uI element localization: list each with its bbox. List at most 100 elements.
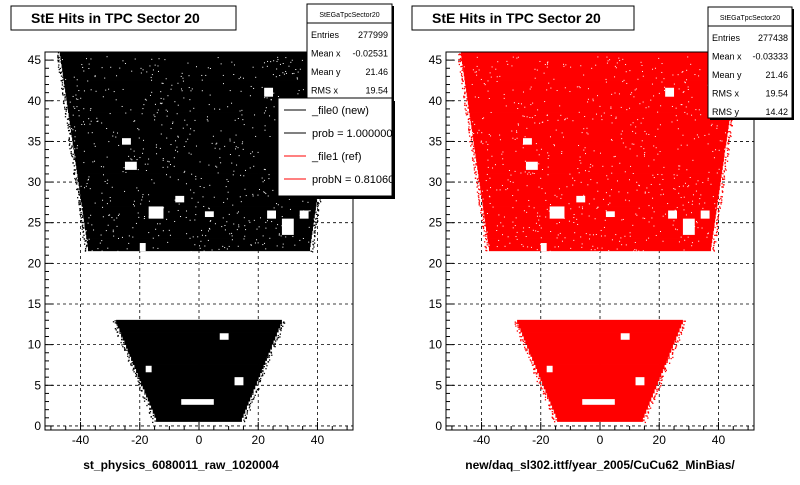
- data-point: [458, 58, 460, 61]
- data-point-empty: [697, 180, 699, 182]
- data-point: [58, 68, 60, 71]
- stats-label: Entries: [712, 33, 741, 43]
- data-point: [713, 244, 715, 247]
- data-point-band: [469, 108, 731, 113]
- data-point: [544, 393, 546, 395]
- data-point-empty: [252, 195, 254, 197]
- data-point: [728, 137, 731, 139]
- data-point-empty: [593, 150, 595, 152]
- data-point-band: [87, 246, 311, 252]
- data-point-empty: [514, 170, 516, 172]
- data-point-empty: [233, 170, 235, 172]
- data-point-empty: [272, 189, 274, 191]
- data-point: [70, 151, 72, 153]
- data-point-empty: [167, 241, 169, 243]
- data-point-band: [127, 348, 271, 353]
- data-point-empty: [718, 168, 720, 170]
- data-point-empty: [219, 148, 221, 150]
- data-point: [478, 200, 481, 202]
- data-point: [520, 340, 522, 342]
- data-point: [551, 416, 553, 418]
- data-point-empty: [472, 131, 474, 133]
- data-point-empty: [630, 124, 632, 126]
- data-point: [473, 164, 475, 166]
- data-point: [661, 379, 663, 381]
- data-point: [720, 201, 723, 204]
- data-point-empty: [572, 120, 574, 122]
- data-point: [57, 66, 60, 68]
- data-point-empty: [297, 93, 299, 95]
- data-point-empty: [184, 170, 186, 172]
- data-point: [246, 410, 249, 412]
- data-point-band: [463, 71, 737, 77]
- data-point-empty: [121, 105, 123, 107]
- data-point-empty: [635, 126, 637, 128]
- data-point-band: [527, 344, 673, 349]
- data-point-empty: [690, 63, 692, 65]
- data-point: [478, 189, 481, 191]
- data-point-empty: [675, 228, 677, 230]
- data-point: [645, 415, 647, 417]
- data-point: [727, 153, 730, 155]
- data-point: [730, 132, 732, 134]
- data-point-empty: [473, 133, 475, 135]
- data-point: [277, 337, 280, 339]
- y-tick-label: 45: [429, 53, 443, 67]
- data-point: [671, 353, 674, 355]
- data-point-empty: [619, 60, 621, 62]
- data-point: [62, 88, 65, 90]
- data-point: [726, 153, 729, 155]
- data-point-empty: [598, 250, 600, 252]
- data-point-empty: [301, 59, 303, 61]
- data-point-empty: [83, 150, 85, 152]
- data-point-empty: [73, 106, 75, 108]
- data-point-empty: [511, 65, 513, 67]
- data-point-empty: [632, 130, 634, 132]
- data-point-empty: [203, 205, 205, 207]
- data-point-empty: [103, 166, 105, 168]
- data-point-empty: [270, 61, 272, 63]
- data-point: [725, 169, 727, 171]
- data-point-empty: [302, 200, 304, 202]
- data-point: [660, 384, 662, 387]
- data-point: [80, 220, 82, 223]
- data-point: [724, 162, 726, 165]
- data-point-empty: [143, 139, 145, 141]
- data-point-empty: [592, 118, 594, 120]
- data-point-empty: [242, 119, 244, 121]
- data-point-empty: [214, 147, 216, 149]
- data-point-empty: [118, 144, 120, 146]
- data-point-empty: [231, 102, 233, 104]
- data-point: [525, 348, 527, 350]
- data-point: [75, 183, 78, 185]
- data-point: [483, 235, 485, 237]
- data-point: [714, 234, 716, 237]
- x-tick-label: 0: [597, 433, 604, 447]
- data-point: [81, 228, 83, 230]
- data-point-empty: [587, 98, 589, 100]
- data-point-empty: [616, 180, 618, 182]
- data-gap: [219, 333, 229, 340]
- data-point: [485, 233, 487, 236]
- data-point-empty: [160, 103, 162, 105]
- data-point-empty: [133, 205, 135, 207]
- data-point-empty: [662, 178, 664, 180]
- data-point-empty: [168, 161, 170, 163]
- data-point: [486, 249, 488, 252]
- data-point: [473, 145, 475, 147]
- data-point-empty: [165, 174, 167, 176]
- data-point-empty: [574, 232, 576, 234]
- data-point: [485, 247, 487, 249]
- data-point-empty: [128, 242, 130, 244]
- data-point-empty: [238, 155, 240, 157]
- data-point: [657, 388, 659, 390]
- data-point-empty: [684, 182, 686, 184]
- data-point: [59, 72, 62, 75]
- data-point-empty: [714, 203, 716, 205]
- data-point: [481, 209, 483, 212]
- data-point-empty: [161, 102, 163, 104]
- data-point: [461, 78, 463, 81]
- data-point: [258, 381, 260, 383]
- data-point: [85, 246, 88, 248]
- data-point: [257, 384, 259, 386]
